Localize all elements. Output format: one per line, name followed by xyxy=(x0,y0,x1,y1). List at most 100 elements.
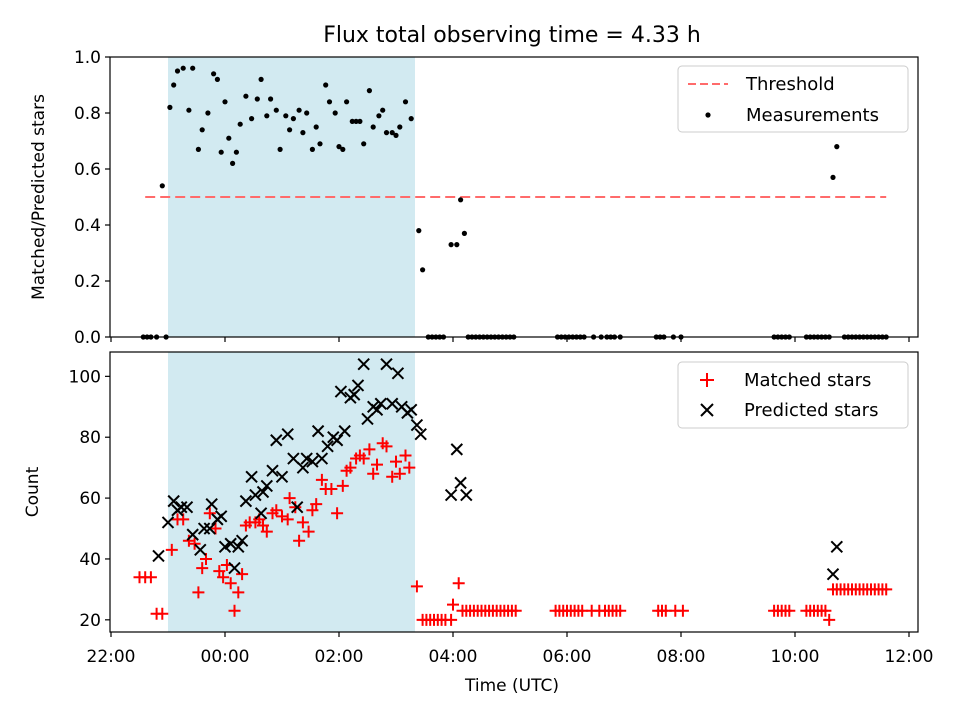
x-tick-label: 04:00 xyxy=(429,647,478,667)
x-axis-label: Time (UTC) xyxy=(464,676,559,696)
predicted-star-point xyxy=(235,534,249,547)
matched-star-point xyxy=(357,452,370,465)
measurement-point xyxy=(214,76,220,82)
matched-star-point xyxy=(302,525,315,538)
predicted-star-point xyxy=(186,528,199,541)
matched-star-point xyxy=(676,604,689,617)
measurement-point xyxy=(268,96,274,102)
legend-measurements-swatch xyxy=(705,112,711,118)
matched-star-point xyxy=(213,565,226,578)
measurement-point xyxy=(174,68,181,74)
measurement-point xyxy=(190,65,196,71)
y-tick-label: 100 xyxy=(69,367,101,387)
predicted-star-point xyxy=(175,501,188,514)
matched-star-point xyxy=(310,498,323,511)
bottom-panel: 20 40 60 80 100 22:00 00:00 02:00 04:00 06:00 08:… xyxy=(23,351,934,667)
measurement-point xyxy=(344,99,350,105)
measurement-point xyxy=(357,118,363,124)
predicted-star-point xyxy=(380,357,393,371)
measurement-point xyxy=(222,99,228,105)
y-tick-label: 20 xyxy=(79,611,101,631)
matched-star-point xyxy=(880,583,893,596)
predicted-star-point xyxy=(245,470,258,483)
predicted-star-point xyxy=(180,501,194,514)
matched-star-point xyxy=(315,473,328,486)
bottom-y-axis-label: Count xyxy=(23,466,43,517)
predicted-star-point xyxy=(351,379,365,392)
matched-star-point xyxy=(371,458,383,471)
predicted-star-point xyxy=(161,516,175,529)
measurement-point xyxy=(218,149,224,155)
predicted-star-point xyxy=(311,424,325,438)
predicted-star-point xyxy=(152,549,165,563)
measurement-point xyxy=(454,242,460,248)
measurement-point xyxy=(380,107,386,113)
matched-star-point xyxy=(393,467,406,480)
predicted-star-point xyxy=(214,510,228,523)
legend-predicted-label: Predicted stars xyxy=(744,400,878,421)
measurement-point xyxy=(309,146,315,152)
bottom-axes-frame xyxy=(109,351,919,633)
measurement-point xyxy=(304,110,310,116)
predicted-star-point xyxy=(197,522,211,535)
legend-predicted-swatch xyxy=(700,403,714,417)
top-y-ticks: 0.0 0.2 0.4 0.6 0.8 1.0 xyxy=(74,48,110,348)
measurement-point xyxy=(264,113,270,119)
measurement-point xyxy=(205,110,211,116)
matched-star-point xyxy=(325,482,338,495)
matched-star-point xyxy=(289,501,302,514)
y-tick-label: 60 xyxy=(79,489,101,509)
measurement-point xyxy=(300,130,306,136)
measurement-point xyxy=(233,149,239,155)
measurement-point xyxy=(370,124,376,130)
matched-star-point xyxy=(445,613,458,626)
x-tick-label: 08:00 xyxy=(657,647,706,667)
matched-star-point xyxy=(386,470,399,483)
predicted-star-point xyxy=(374,397,388,410)
x-tick-label: 10:00 xyxy=(771,647,820,667)
measurement-point xyxy=(332,110,338,116)
bottom-legend: Matched stars Predicted stars xyxy=(677,361,909,429)
matched-star-point xyxy=(270,504,283,517)
matched-star-point xyxy=(209,522,222,535)
predicted-star-point xyxy=(385,397,399,410)
measurement-point xyxy=(230,160,236,166)
predicted-star-point xyxy=(306,455,319,468)
y-tick-label: 0.2 xyxy=(74,272,101,292)
matched-star-point xyxy=(614,604,627,617)
predicted-star-point xyxy=(357,357,370,371)
matched-star-point xyxy=(336,479,349,492)
y-tick-label: 1.0 xyxy=(74,48,101,68)
predicted-star-point xyxy=(232,540,245,553)
predicted-star-point xyxy=(260,479,274,493)
matched-star-point xyxy=(144,571,157,584)
predicted-star-point xyxy=(270,434,283,447)
matched-star-point xyxy=(196,562,209,575)
matched-star-point xyxy=(363,443,376,456)
measurement-point xyxy=(416,228,422,234)
predicted-star-point xyxy=(414,427,427,441)
measurement-point xyxy=(366,88,372,94)
y-tick-label: 0.8 xyxy=(74,104,101,124)
predicted-star-point xyxy=(224,537,237,550)
measurement-point xyxy=(180,65,186,71)
predicted-star-point xyxy=(391,367,405,380)
measurement-point xyxy=(402,99,409,105)
measurement-point xyxy=(361,141,367,147)
measurement-point xyxy=(383,130,390,136)
matched-star-point xyxy=(188,537,201,550)
matched-star-point xyxy=(260,525,273,538)
measurement-point xyxy=(376,113,382,119)
predicted-star-point xyxy=(281,427,294,441)
measurement-point xyxy=(834,144,840,150)
matched-star-point xyxy=(344,461,357,474)
matched-star-point xyxy=(823,613,836,626)
predicted-star-point xyxy=(830,540,844,553)
matched-star-point xyxy=(509,604,522,617)
measurement-point xyxy=(317,141,323,147)
measurement-point xyxy=(186,107,192,113)
measurement-point xyxy=(211,71,217,77)
matched-star-point xyxy=(403,461,416,474)
top-y-axis-label: Matched/Predicted stars xyxy=(29,94,49,300)
predicted-star-point xyxy=(249,488,262,502)
